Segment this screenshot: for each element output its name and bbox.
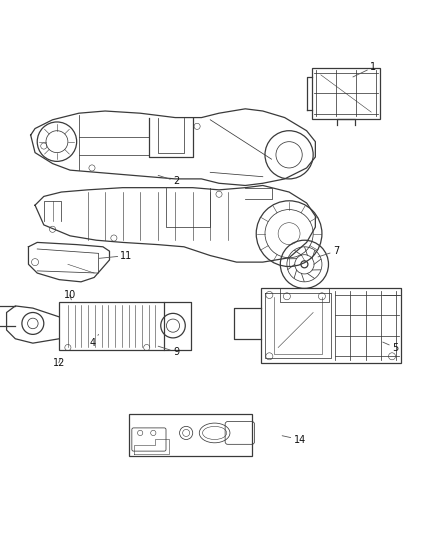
Text: 1: 1 (353, 62, 376, 77)
Text: 12: 12 (53, 358, 65, 368)
Text: 7: 7 (318, 246, 339, 257)
Text: 9: 9 (158, 346, 179, 357)
Bar (312, 68, 380, 119)
Text: 5: 5 (383, 342, 398, 352)
Text: 14: 14 (282, 434, 306, 445)
Bar (129, 414, 252, 456)
Text: 4: 4 (90, 334, 99, 348)
Text: 11: 11 (99, 251, 133, 261)
Bar (59, 302, 164, 350)
Text: 2: 2 (158, 175, 179, 186)
Text: 10: 10 (64, 290, 76, 300)
